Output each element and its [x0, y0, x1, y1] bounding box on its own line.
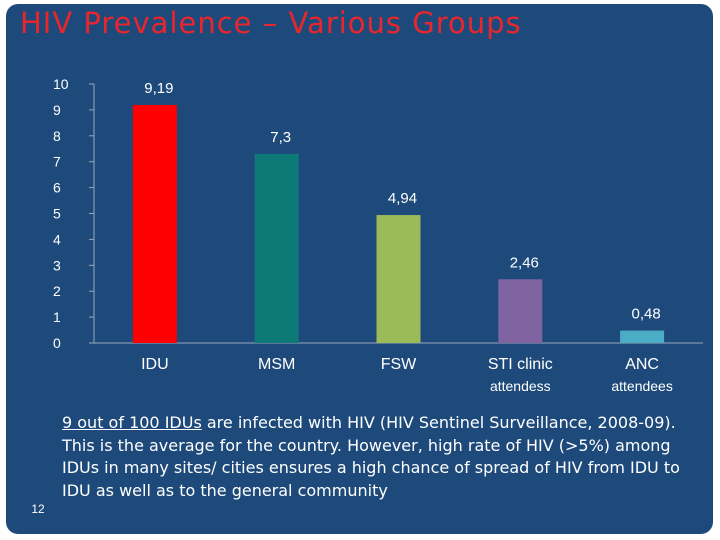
y-tick-label: 7: [53, 154, 61, 170]
bar-chart: 0 1 2 3 4 5 6 7 8 9 10 9,19 IDU 7,3 MSM 4,94 FSW 2,46 STI…: [53, 76, 703, 394]
bar: [132, 104, 177, 343]
data-label: 7,3: [270, 129, 291, 146]
bar: [620, 330, 665, 343]
data-label: 4,94: [388, 190, 417, 207]
y-tick-label: 1: [53, 309, 61, 325]
data-label: 9,19: [144, 80, 173, 97]
y-tick-label: 3: [53, 257, 61, 273]
x-tick-label: attendess: [490, 378, 551, 394]
data-label: 2,46: [510, 254, 539, 271]
y-tick-label: 9: [53, 102, 61, 118]
y-tick-label: 4: [53, 231, 61, 247]
chart-bars: [132, 104, 665, 343]
chart-labels: 9,19 IDU 7,3 MSM 4,94 FSW 2,46 STI clinic attend…: [141, 80, 673, 394]
x-tick-label: ANC: [625, 356, 659, 373]
data-label: 0,48: [631, 306, 660, 323]
x-tick-label: FSW: [381, 356, 417, 373]
page-number: 12: [31, 502, 45, 516]
y-tick-label: 10: [53, 76, 69, 92]
x-tick-label: STI clinic: [488, 356, 553, 373]
x-tick-label: IDU: [141, 356, 169, 373]
y-tick-label: 2: [53, 283, 61, 299]
y-tick-label: 0: [53, 335, 61, 351]
x-tick-label: MSM: [258, 356, 295, 373]
body-text-rest: are infected with HIV (HIV Sentinel Surv…: [62, 413, 680, 500]
x-tick-label: attendees: [611, 378, 673, 394]
y-tick-label: 8: [53, 128, 61, 144]
slide-title: HIV Prevalence – Various Groups: [20, 6, 522, 40]
slide-body-text: 9 out of 100 IDUs are infected with HIV …: [62, 412, 682, 502]
body-text-emphasis: 9 out of 100 IDUs: [62, 413, 202, 432]
bar: [376, 215, 421, 343]
bar: [254, 153, 299, 343]
bar: [498, 279, 543, 343]
y-tick-label: 5: [53, 206, 61, 222]
y-tick-label: 6: [53, 180, 61, 196]
